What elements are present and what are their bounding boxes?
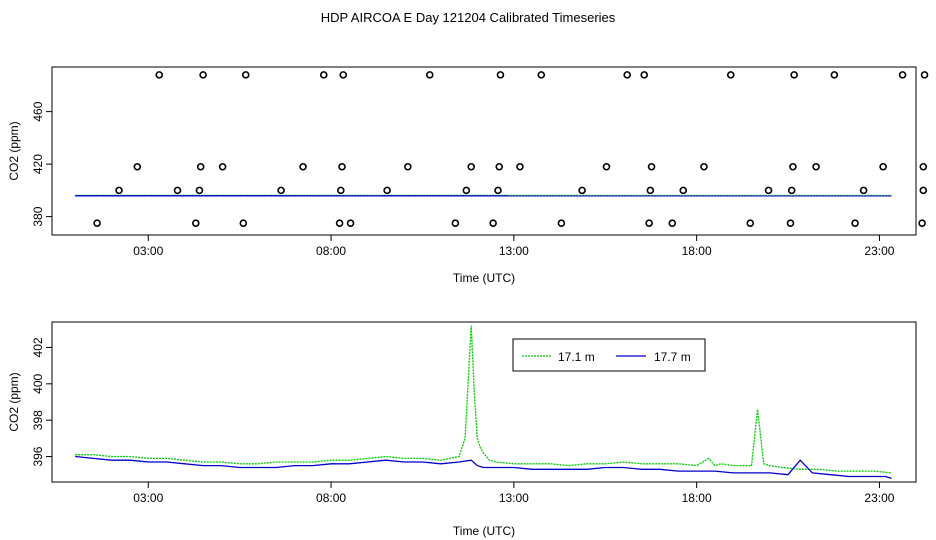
data-point <box>495 162 504 171</box>
data-point <box>462 186 471 195</box>
x-tick-label: 08:00 <box>316 244 346 258</box>
y-tick-label: 400 <box>31 373 45 393</box>
data-point <box>335 219 344 227</box>
data-point <box>726 71 735 79</box>
data-point <box>919 162 928 171</box>
data-point <box>218 162 227 171</box>
series-line <box>75 325 892 474</box>
data-point <box>786 219 795 227</box>
legend: 17.1 m 17.7 m <box>512 338 706 372</box>
data-point <box>645 219 653 227</box>
data-point <box>494 186 502 195</box>
data-point <box>851 219 859 227</box>
data-point <box>919 186 928 195</box>
data-point <box>425 71 434 79</box>
y-tick-label: 402 <box>31 337 45 357</box>
data-point <box>812 162 820 171</box>
data-point <box>898 71 907 79</box>
plot-frame-1 <box>51 66 917 236</box>
data-point <box>338 162 346 171</box>
data-point <box>516 162 524 171</box>
x-axis-2: 03:00 08:00 13:00 18:00 23:00 <box>133 482 895 505</box>
data-point <box>746 219 755 227</box>
y-tick-label: 380 <box>31 206 45 226</box>
x-tick-label: 18:00 <box>682 491 712 505</box>
data-point <box>337 186 345 195</box>
legend-box <box>512 338 706 372</box>
data-point <box>239 219 248 227</box>
data-point <box>918 219 926 227</box>
data-point <box>489 219 497 227</box>
data-point <box>790 71 798 79</box>
data-point <box>155 71 164 79</box>
y-axis-1: 380 420 460 <box>31 101 52 227</box>
data-point <box>496 71 505 79</box>
data-point <box>277 186 285 195</box>
data-point <box>199 71 207 79</box>
data-point <box>133 162 142 171</box>
legend-label-17-7m: 17.7 m <box>654 350 691 364</box>
data-point <box>830 71 839 79</box>
y-tick-label: 398 <box>31 410 45 430</box>
y-tick-label: 420 <box>31 154 45 174</box>
data-point <box>93 219 101 227</box>
series-line <box>75 455 892 480</box>
data-point <box>879 162 887 171</box>
panel-2: Time (UTC) CO2 (ppm) 03:00 08:00 13:00 18:0… <box>7 321 917 538</box>
legend-label-17-1m: 17.1 m <box>558 350 595 364</box>
x-tick-label: 23:00 <box>864 491 894 505</box>
data-point <box>602 162 611 171</box>
data-point <box>115 186 123 195</box>
data-point <box>789 162 797 171</box>
x-tick-label: 13:00 <box>499 491 529 505</box>
x-tick-label: 08:00 <box>316 491 346 505</box>
marks-2 <box>75 325 892 480</box>
xlabel-1: Time (UTC) <box>453 271 515 285</box>
data-point <box>646 186 655 195</box>
ylabel-1: CO2 (ppm) <box>7 121 21 180</box>
data-point <box>679 186 688 195</box>
data-point <box>578 186 586 195</box>
data-point <box>668 219 677 227</box>
data-point <box>191 219 200 227</box>
data-point <box>383 186 391 195</box>
x-tick-label: 03:00 <box>133 244 163 258</box>
data-point <box>764 186 773 195</box>
data-point <box>920 71 929 79</box>
y-tick-label: 460 <box>31 101 45 121</box>
x-tick-label: 23:00 <box>864 244 894 258</box>
marks-1 <box>75 71 929 227</box>
plot-frame-2 <box>51 321 917 483</box>
panel-1: Time (UTC) CO2 (ppm) 03:00 08:00 13:00 18:0… <box>7 66 929 285</box>
x-tick-label: 18:00 <box>682 244 712 258</box>
data-point <box>700 162 708 171</box>
data-point <box>339 71 348 79</box>
y-tick-label: 396 <box>31 446 45 466</box>
data-point <box>241 71 250 79</box>
chart-title: HDP AIRCOA E Day 121204 Calibrated Times… <box>321 10 616 25</box>
data-point <box>346 219 355 227</box>
ylabel-2: CO2 (ppm) <box>7 372 21 431</box>
xlabel-2: Time (UTC) <box>453 524 515 538</box>
data-point <box>647 162 656 171</box>
data-point <box>195 186 204 195</box>
data-point <box>787 186 796 195</box>
data-point <box>299 162 307 171</box>
x-axis-1: 03:00 08:00 13:00 18:00 23:00 <box>133 235 895 258</box>
data-point <box>859 186 868 195</box>
data-point <box>319 71 328 79</box>
data-point <box>173 186 182 195</box>
data-point <box>537 71 546 79</box>
data-point <box>404 162 412 171</box>
data-point <box>623 71 631 79</box>
data-point <box>467 162 476 171</box>
y-axis-2: 396 398 400 402 <box>31 337 52 467</box>
data-point <box>640 71 649 79</box>
data-point <box>451 219 460 227</box>
data-point <box>196 162 205 171</box>
data-point <box>557 219 566 227</box>
x-tick-label: 03:00 <box>133 491 163 505</box>
x-tick-label: 13:00 <box>499 244 529 258</box>
